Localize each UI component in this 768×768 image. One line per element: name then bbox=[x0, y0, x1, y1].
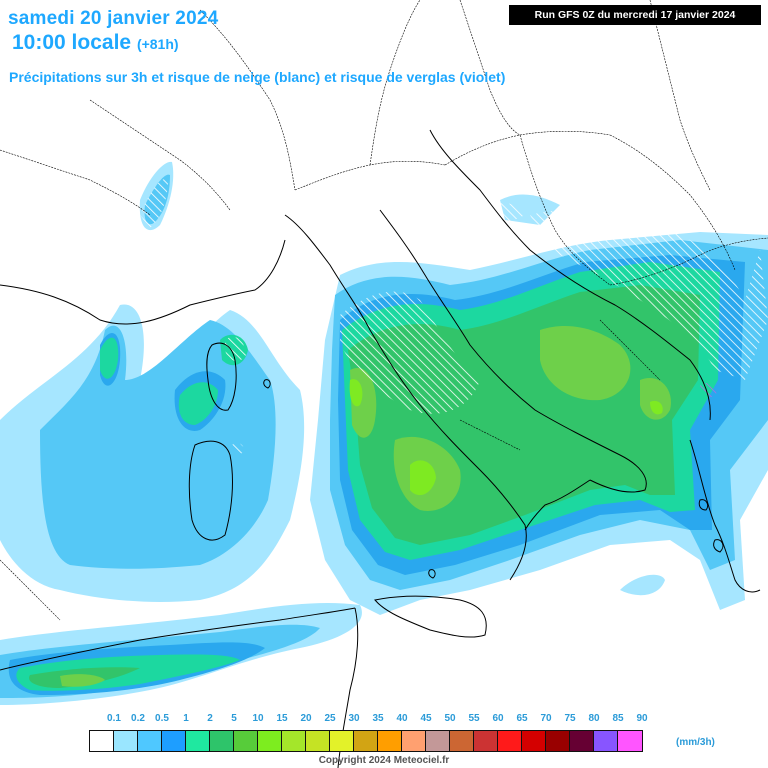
legend-tick: 2 bbox=[207, 713, 213, 724]
legend-tick: 65 bbox=[516, 713, 528, 724]
copyright-notice: Copyright 2024 Meteociel.fr bbox=[318, 755, 450, 766]
legend-tick: 20 bbox=[300, 713, 312, 724]
legend-swatch bbox=[162, 731, 186, 751]
legend-swatch bbox=[570, 731, 594, 751]
legend-tick: 45 bbox=[420, 713, 432, 724]
legend-swatch bbox=[378, 731, 402, 751]
legend-swatch bbox=[474, 731, 498, 751]
legend-tick: 5 bbox=[231, 713, 237, 724]
map-subtitle: Précipitations sur 3h et risque de neige… bbox=[9, 69, 506, 85]
legend-tick: 90 bbox=[636, 713, 648, 724]
legend-swatch bbox=[450, 731, 474, 751]
legend-swatch bbox=[330, 731, 354, 751]
legend-swatch bbox=[354, 731, 378, 751]
legend-tick: 1 bbox=[183, 713, 189, 724]
precip-layer-bright bbox=[349, 379, 663, 496]
legend-tick: 25 bbox=[324, 713, 336, 724]
legend-tick: 55 bbox=[468, 713, 480, 724]
legend-tick: 0.2 bbox=[131, 713, 145, 724]
legend-swatch bbox=[306, 731, 330, 751]
country-borders bbox=[0, 0, 768, 621]
legend-tick: 40 bbox=[396, 713, 408, 724]
legend-swatch bbox=[618, 731, 642, 751]
legend-tick: 60 bbox=[492, 713, 504, 724]
legend-tick: 10 bbox=[252, 713, 264, 724]
snow-risk-hatching bbox=[140, 179, 768, 454]
forecast-date: samedi 20 janvier 2024 bbox=[8, 8, 219, 29]
legend-swatch bbox=[402, 731, 426, 751]
legend-tick: 0.1 bbox=[107, 713, 121, 724]
legend-swatch bbox=[234, 731, 258, 751]
legend-swatch bbox=[546, 731, 570, 751]
coastlines bbox=[0, 129, 761, 768]
freezing-rain-hatching bbox=[700, 383, 717, 398]
legend-tick: 50 bbox=[444, 713, 456, 724]
legend-tick: 0.5 bbox=[155, 713, 169, 724]
legend-tick: 15 bbox=[276, 713, 288, 724]
legend-swatch bbox=[594, 731, 618, 751]
legend-swatch bbox=[258, 731, 282, 751]
legend-tick-labels: 0.1 0.2 0.5 1 2 5 10 15 20 25 30 35 40 45 50 55 60 65 70 75… bbox=[0, 713, 768, 727]
legend-swatch bbox=[114, 731, 138, 751]
forecast-offset: (+81h) bbox=[136, 36, 179, 52]
legend-color-scale bbox=[89, 730, 643, 752]
legend-tick: 30 bbox=[348, 713, 360, 724]
legend-unit: (mm/3h) bbox=[676, 737, 715, 748]
legend-swatch bbox=[138, 731, 162, 751]
forecast-time-value: 10:00 locale bbox=[12, 31, 132, 54]
legend-tick: 80 bbox=[588, 713, 600, 724]
run-info-badge: Run GFS 0Z du mercredi 17 janvier 2024 bbox=[509, 5, 761, 25]
legend-tick: 70 bbox=[540, 713, 552, 724]
legend-tick: 75 bbox=[564, 713, 576, 724]
legend-swatch bbox=[282, 731, 306, 751]
legend-swatch bbox=[522, 731, 546, 751]
legend-tick: 85 bbox=[612, 713, 624, 724]
legend-swatch bbox=[426, 731, 450, 751]
legend-swatch bbox=[498, 731, 522, 751]
forecast-time: 10:00 locale (+81h) bbox=[12, 31, 179, 55]
legend-swatch bbox=[90, 731, 114, 751]
legend-tick: 35 bbox=[372, 713, 384, 724]
legend-swatch bbox=[210, 731, 234, 751]
legend-swatch bbox=[186, 731, 210, 751]
